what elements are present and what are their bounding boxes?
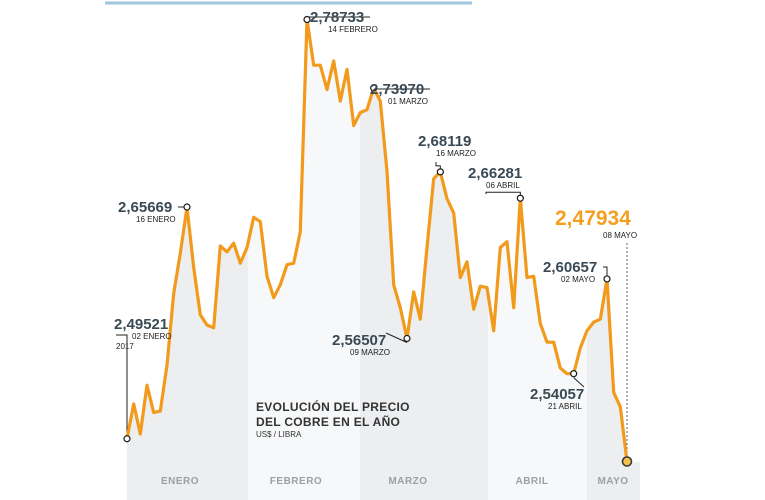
month-label-febrero: FEBRERO: [270, 476, 322, 487]
annotation-marker: [123, 435, 131, 443]
annotation-value: 2,49521: [114, 316, 168, 333]
annotation-value: 2,73970: [370, 81, 424, 98]
annotation-date: 02 ENERO: [132, 332, 172, 341]
annotation-date: 06 ABRIL: [486, 181, 520, 190]
annotation-date: 21 ABRIL: [548, 402, 582, 411]
month-label-enero: ENERO: [161, 476, 199, 487]
annotation-value: 2,65669: [118, 199, 172, 216]
annotation-marker: [436, 168, 444, 176]
annotation-date: 16 MARZO: [436, 149, 476, 158]
annotation-marker: [303, 15, 311, 24]
annotation-marker: [603, 275, 611, 283]
month-label-marzo: MARZO: [388, 476, 427, 487]
month-band-strip-enero: [127, 462, 248, 500]
month-band-enero: [127, 207, 248, 462]
month-label-abril: ABRIL: [515, 476, 548, 487]
annotation-marker: [621, 456, 633, 467]
annotation-date: 14 FEBRERO: [328, 25, 378, 34]
month-band-strip-mayo: [587, 462, 640, 500]
annotation-date: 09 MARZO: [350, 348, 390, 357]
annotation-marker: [570, 370, 578, 378]
annotation-marker: [183, 203, 191, 211]
month-band-strip-marzo: [360, 462, 488, 500]
annotation-value: 2,56507: [332, 332, 386, 349]
month-band-febrero: [248, 19, 360, 462]
unit-label: US$ / LIBRA: [256, 430, 302, 439]
annotation-marker: [403, 334, 411, 343]
chart-title-line-1: EVOLUCIÓN DEL PRECIO: [256, 399, 410, 414]
month-band-mayo: [587, 278, 627, 462]
price-line: [125, 17, 629, 464]
annotation-marker: [516, 194, 524, 202]
annotation-marker: [370, 84, 378, 92]
annotation-date: 02 MAYO: [561, 275, 595, 284]
chart-title-line-2: DEL COBRE EN EL AÑO: [256, 414, 400, 429]
month-band-strip-febrero: [248, 462, 360, 500]
annotation-value: 2,78733: [310, 9, 364, 26]
annotation-value: 2,66281: [468, 165, 522, 182]
annotation-value: 2,60657: [543, 259, 597, 276]
annotation-date: 08 MAYO: [603, 231, 637, 240]
annotation-date: 16 ENERO: [136, 215, 176, 224]
annotation-value: 2,47934: [555, 207, 631, 230]
annotation-date: 01 MARZO: [388, 97, 428, 106]
annotation-value: 2,68119: [418, 133, 471, 150]
month-band-strip-abril: [488, 462, 587, 500]
month-band-marzo: [360, 87, 488, 463]
annotation-value: 2,54057: [530, 386, 584, 403]
month-label-mayo: MAYO: [597, 476, 628, 487]
month-band-abril: [488, 198, 587, 462]
annotation-year: 2017: [116, 342, 134, 351]
